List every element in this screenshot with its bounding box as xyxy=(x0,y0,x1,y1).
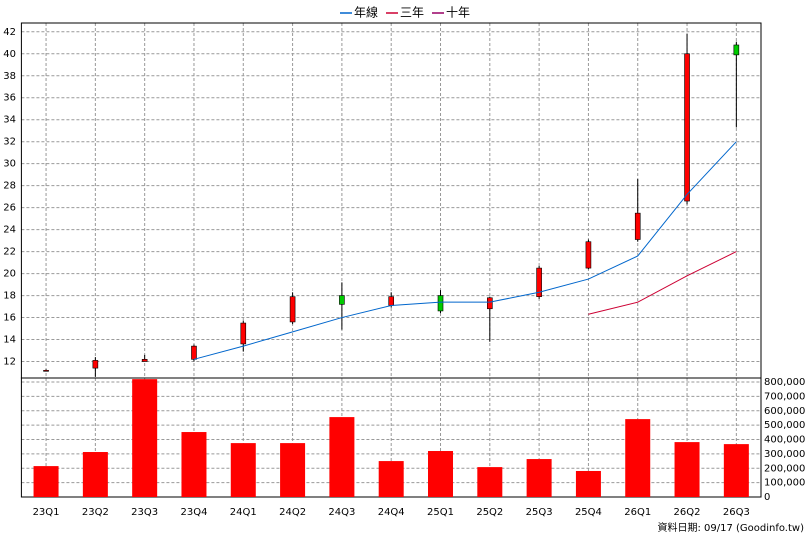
footer: 資料日期: 09/17 (Goodinfo.tw) xyxy=(657,521,804,534)
y2-tick-label: 700,000 xyxy=(764,391,805,402)
volume-bar xyxy=(329,417,355,497)
y-tick-label: 24 xyxy=(3,225,16,236)
ma-line xyxy=(193,141,737,360)
candle-body xyxy=(536,267,542,297)
candle-body xyxy=(684,53,690,202)
candle-body xyxy=(733,44,740,56)
x-tick-label: 24Q4 xyxy=(378,507,405,518)
candle-body xyxy=(487,297,493,310)
x-tick-label: 23Q2 xyxy=(82,507,109,518)
x-tick-label: 23Q1 xyxy=(33,507,60,518)
x-tick-label: 25Q1 xyxy=(427,507,454,518)
x-tick-label: 24Q3 xyxy=(328,507,355,518)
candle-body xyxy=(92,360,99,369)
y-tick-label: 36 xyxy=(3,93,16,104)
y2-tick-label: 200,000 xyxy=(764,463,805,474)
legend-label: 年線 xyxy=(354,5,378,20)
y-tick-label: 26 xyxy=(3,203,16,214)
volume-bar xyxy=(477,467,503,497)
y-tick-label: 30 xyxy=(3,159,16,170)
y2-tick-label: 800,000 xyxy=(764,377,805,388)
y-tick-label: 40 xyxy=(3,49,16,60)
y2-tick-label: 400,000 xyxy=(764,435,805,446)
y2-tick-label: 300,000 xyxy=(764,449,805,460)
y2-tick-label: 500,000 xyxy=(764,420,805,431)
y2-tick-label: 0 xyxy=(764,492,770,503)
volume-bar xyxy=(33,466,59,497)
x-tick-label: 24Q2 xyxy=(279,507,306,518)
legend-label: 十年 xyxy=(446,6,470,20)
candle-body xyxy=(339,295,345,305)
y-tick-label: 32 xyxy=(3,137,16,148)
x-tick-label: 26Q3 xyxy=(723,507,750,518)
candle-body xyxy=(43,370,49,372)
volume-bar xyxy=(575,470,601,497)
volume-bar xyxy=(132,379,158,497)
candle-body xyxy=(191,345,197,360)
y-tick-label: 28 xyxy=(3,181,16,192)
y-tick-label: 12 xyxy=(3,357,16,368)
y-tick-label: 16 xyxy=(3,313,16,324)
volume-bar xyxy=(181,432,207,497)
y-tick-label: 34 xyxy=(3,115,16,126)
volume-bar xyxy=(82,452,108,497)
volume-bar xyxy=(625,419,651,497)
ma-line xyxy=(588,251,737,315)
candle-body xyxy=(634,212,641,240)
volume-bar xyxy=(280,443,306,497)
x-tick-label: 24Q1 xyxy=(230,507,257,518)
x-tick-label: 25Q4 xyxy=(575,507,602,518)
volume-bar xyxy=(230,443,256,497)
volume-bar xyxy=(378,461,404,497)
y-tick-label: 42 xyxy=(3,27,16,38)
y-tick-label: 38 xyxy=(3,71,16,82)
x-tick-label: 25Q2 xyxy=(476,507,503,518)
y-tick-label: 14 xyxy=(3,335,16,346)
volume-bar xyxy=(674,442,700,497)
volume-bar xyxy=(723,444,749,497)
y-tick-label: 18 xyxy=(3,291,16,302)
y2-tick-label: 600,000 xyxy=(764,406,805,417)
y2-tick-label: 100,000 xyxy=(764,478,805,489)
candle-body xyxy=(240,322,247,345)
candle-body xyxy=(585,241,592,269)
legend-label: 三年 xyxy=(400,6,424,20)
y-tick-label: 22 xyxy=(3,247,16,258)
x-tick-label: 23Q4 xyxy=(180,507,207,518)
x-tick-label: 26Q1 xyxy=(624,507,651,518)
y-tick-label: 20 xyxy=(3,269,16,280)
volume-bar xyxy=(526,459,552,497)
candle-body xyxy=(437,295,444,312)
volume-bar xyxy=(428,451,454,497)
candle-body xyxy=(388,296,395,306)
x-tick-label: 26Q2 xyxy=(674,507,701,518)
x-tick-label: 25Q3 xyxy=(526,507,553,518)
candle-body xyxy=(141,359,148,362)
candle-body xyxy=(289,296,296,323)
x-tick-label: 23Q3 xyxy=(131,507,158,518)
